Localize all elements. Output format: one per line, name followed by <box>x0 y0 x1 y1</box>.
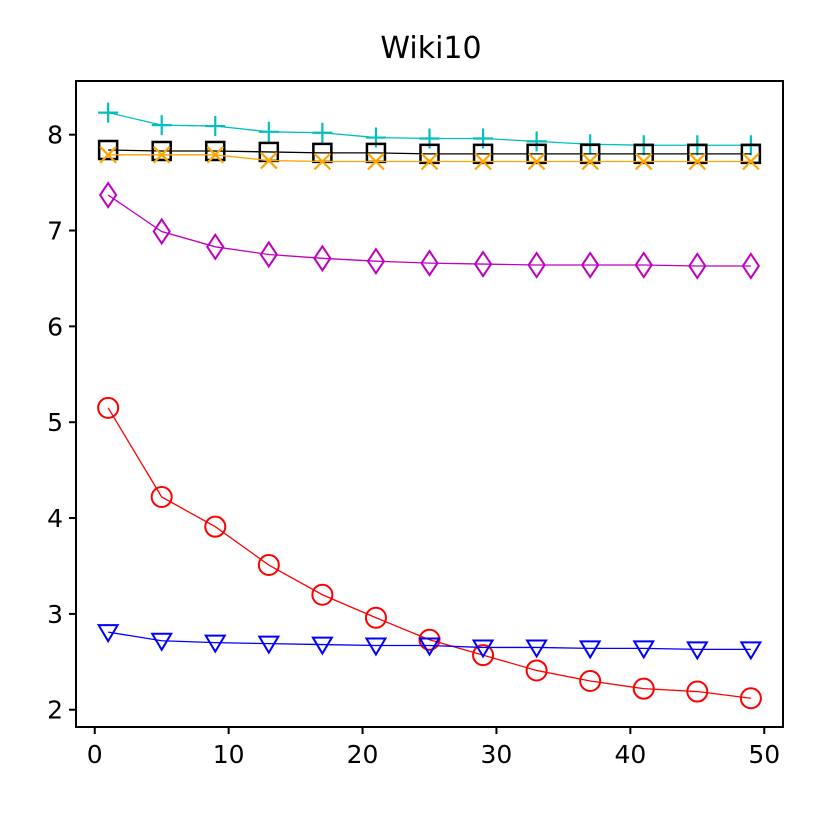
data-point <box>527 152 546 171</box>
series-orange-x <box>99 146 760 171</box>
data-point <box>260 151 278 170</box>
series-line <box>108 631 751 651</box>
data-point <box>634 152 653 171</box>
data-point <box>204 634 227 654</box>
data-point <box>474 152 492 171</box>
data-point <box>473 250 493 278</box>
data-point <box>152 146 171 164</box>
data-point <box>152 217 171 246</box>
x-tick-label: 30 <box>481 740 513 769</box>
series-cyan-plus <box>98 102 761 156</box>
data-point <box>150 632 173 652</box>
data-point <box>311 583 334 606</box>
series-magenta-diamond <box>98 181 761 280</box>
y-tick-label: 2 <box>47 696 63 725</box>
data-point <box>527 251 546 279</box>
x-tick-label: 20 <box>347 740 379 769</box>
data-point <box>418 637 441 657</box>
series-line <box>107 407 751 699</box>
chart-title: Wiki10 <box>380 31 481 66</box>
series-black-square <box>97 139 762 165</box>
data-point <box>98 181 118 209</box>
data-point <box>311 636 334 656</box>
x-tick-label: 50 <box>748 740 780 769</box>
data-point <box>257 635 281 655</box>
data-point <box>632 640 655 660</box>
data-point <box>150 485 173 508</box>
data-point <box>366 247 386 275</box>
series-line <box>108 149 751 155</box>
data-point <box>206 146 225 164</box>
y-tick-label: 8 <box>47 121 63 150</box>
y-tick-label: 5 <box>47 408 63 437</box>
data-point <box>99 146 117 164</box>
x-tick-label: 0 <box>87 740 103 769</box>
data-point <box>742 152 760 171</box>
data-point <box>151 115 172 136</box>
data-point <box>418 628 441 651</box>
data-point <box>739 687 762 710</box>
y-tick-label: 3 <box>47 600 63 629</box>
series-line <box>107 194 751 267</box>
y-tick-label: 6 <box>47 312 63 341</box>
data-point <box>205 116 226 137</box>
data-point <box>580 251 600 279</box>
data-point <box>258 121 279 142</box>
data-point <box>525 639 548 659</box>
data-point <box>151 140 172 162</box>
y-tick-label: 7 <box>47 217 63 246</box>
data-point <box>688 152 707 171</box>
data-point <box>634 251 653 279</box>
data-point <box>688 252 707 280</box>
data-point <box>205 140 226 162</box>
series-red-circle <box>97 396 762 710</box>
data-point <box>472 644 495 667</box>
plot-area <box>96 102 763 710</box>
data-point <box>97 139 119 161</box>
data-point <box>364 637 388 657</box>
data-point <box>259 240 279 269</box>
data-point <box>741 252 761 280</box>
data-point <box>206 233 225 261</box>
data-point <box>581 152 599 171</box>
data-point <box>686 641 709 661</box>
data-point <box>420 152 439 171</box>
y-tick-label: 4 <box>47 504 63 533</box>
data-point <box>525 659 548 682</box>
x-tick-label: 40 <box>614 740 646 769</box>
axes-frame <box>75 80 784 728</box>
data-point <box>96 624 120 644</box>
data-point <box>632 677 655 700</box>
data-point <box>364 606 387 629</box>
data-point <box>367 152 385 171</box>
x-tick-label: 10 <box>213 740 245 769</box>
data-point <box>313 244 332 273</box>
axes: 0 10 20 30 40 50 2 3 4 5 6 7 8 <box>47 80 784 769</box>
series-blue-triangle <box>96 624 763 661</box>
data-point <box>420 249 439 277</box>
data-point <box>686 680 709 703</box>
data-point <box>257 554 280 577</box>
data-point <box>313 152 332 171</box>
data-point <box>526 131 547 152</box>
data-point <box>578 640 602 660</box>
data-point <box>97 396 120 419</box>
data-point <box>204 515 227 538</box>
data-point <box>312 122 333 143</box>
data-point <box>471 639 495 659</box>
data-point <box>98 102 119 123</box>
data-point <box>579 669 602 692</box>
data-point <box>739 641 763 661</box>
